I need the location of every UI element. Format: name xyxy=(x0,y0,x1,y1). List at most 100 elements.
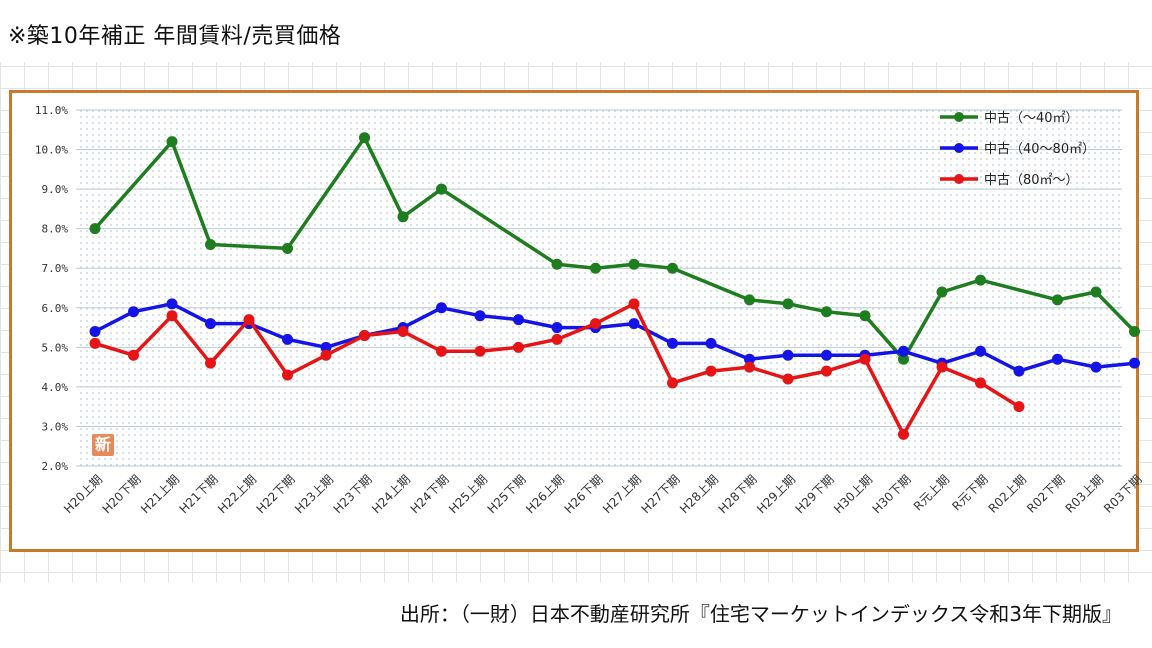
data-point xyxy=(166,310,178,322)
data-point xyxy=(243,314,255,326)
data-point xyxy=(590,262,601,274)
data-point xyxy=(744,294,755,306)
data-point xyxy=(898,353,909,365)
x-tick-label: R02上期 xyxy=(986,472,1030,516)
data-point xyxy=(320,341,332,353)
data-point xyxy=(436,183,447,195)
data-point xyxy=(744,361,755,373)
data-point xyxy=(898,428,909,440)
legend-marker xyxy=(954,112,964,122)
data-point xyxy=(782,298,794,310)
plot-area xyxy=(76,110,1122,466)
x-tick-label: H28下期 xyxy=(716,472,760,516)
legend-marker xyxy=(954,174,964,184)
data-point xyxy=(859,353,871,365)
data-point xyxy=(667,337,678,349)
data-point xyxy=(282,369,293,381)
data-point xyxy=(859,310,871,322)
legend-marker xyxy=(954,143,964,153)
data-point xyxy=(359,132,370,144)
data-point xyxy=(397,326,409,338)
footer-band xyxy=(0,582,1152,648)
y-tick-label: 10.0% xyxy=(35,144,68,157)
data-point xyxy=(89,337,101,349)
data-point xyxy=(590,318,601,330)
y-tick-label: 2.0% xyxy=(42,460,69,473)
x-tick-label: R02下期 xyxy=(1024,472,1068,516)
x-tick-label: H26上期 xyxy=(523,472,567,516)
x-tick-label: H21下期 xyxy=(177,472,221,516)
data-point xyxy=(320,349,332,361)
data-point xyxy=(975,345,986,357)
x-tick-label: H22上期 xyxy=(215,472,259,516)
x-tick-label: H24下期 xyxy=(408,472,452,516)
x-tick-label: H30下期 xyxy=(870,472,914,516)
y-tick-label: 3.0% xyxy=(42,420,69,433)
x-tick-label: H30上期 xyxy=(831,472,875,516)
data-point xyxy=(705,337,717,349)
y-tick-label: 8.0% xyxy=(42,223,69,236)
data-point xyxy=(551,333,563,345)
y-tick-label: 4.0% xyxy=(42,381,69,394)
data-point xyxy=(436,345,447,357)
data-point xyxy=(205,318,216,330)
data-point xyxy=(667,377,678,389)
data-point xyxy=(474,310,486,322)
x-tick-label: H25下期 xyxy=(485,472,529,516)
x-tick-label: R03上期 xyxy=(1063,472,1107,516)
data-point xyxy=(205,238,216,250)
data-point xyxy=(1129,357,1140,369)
data-point xyxy=(821,349,832,361)
data-point xyxy=(936,361,948,373)
data-point xyxy=(359,329,370,341)
data-point xyxy=(1052,353,1063,365)
data-point xyxy=(1090,361,1102,373)
data-point xyxy=(628,258,640,270)
legend-label: 中古（～40㎡） xyxy=(984,111,1079,126)
data-point xyxy=(936,286,948,298)
data-point xyxy=(551,258,563,270)
data-point xyxy=(551,322,563,334)
x-tick-label: H28上期 xyxy=(677,472,721,516)
data-point xyxy=(821,365,832,377)
data-point xyxy=(89,223,101,235)
y-tick-label: 5.0% xyxy=(42,341,69,354)
data-point xyxy=(1129,326,1140,338)
y-tick-label: 9.0% xyxy=(42,183,69,196)
data-point xyxy=(705,365,717,377)
x-tick-label: H22下期 xyxy=(254,472,298,516)
x-tick-label: H24上期 xyxy=(369,472,413,516)
data-point xyxy=(128,349,139,361)
data-point xyxy=(166,298,178,310)
x-tick-label: H21上期 xyxy=(138,472,182,516)
new-badge: 新 xyxy=(92,434,114,456)
x-tick-label: H29上期 xyxy=(754,472,798,516)
data-point xyxy=(282,242,293,254)
x-tick-label: R元下期 xyxy=(949,472,990,513)
data-point xyxy=(166,136,178,148)
data-point xyxy=(667,262,678,274)
data-point xyxy=(205,357,216,369)
data-point xyxy=(397,211,409,223)
data-point xyxy=(1052,294,1063,306)
x-tick-label: H26下期 xyxy=(562,472,606,516)
data-point xyxy=(513,314,524,326)
x-tick-label: H25上期 xyxy=(446,472,490,516)
data-point xyxy=(474,345,486,357)
y-tick-label: 11.0% xyxy=(35,104,68,117)
data-point xyxy=(975,377,986,389)
data-point xyxy=(782,349,794,361)
data-point xyxy=(744,353,755,365)
y-tick-label: 7.0% xyxy=(42,262,69,275)
data-point xyxy=(282,333,293,345)
data-point xyxy=(1013,365,1025,377)
data-point xyxy=(782,373,794,385)
x-tick-label: R元上期 xyxy=(911,472,952,513)
source-note: 出所：（一財）日本不動産研究所『住宅マーケットインデックス令和3年下期版』 xyxy=(399,602,1122,626)
data-point xyxy=(513,341,524,353)
x-tick-label: H27上期 xyxy=(600,472,644,516)
data-point xyxy=(975,274,986,286)
series-line xyxy=(94,302,1135,373)
legend-label: 中古（80㎡～） xyxy=(984,173,1079,188)
